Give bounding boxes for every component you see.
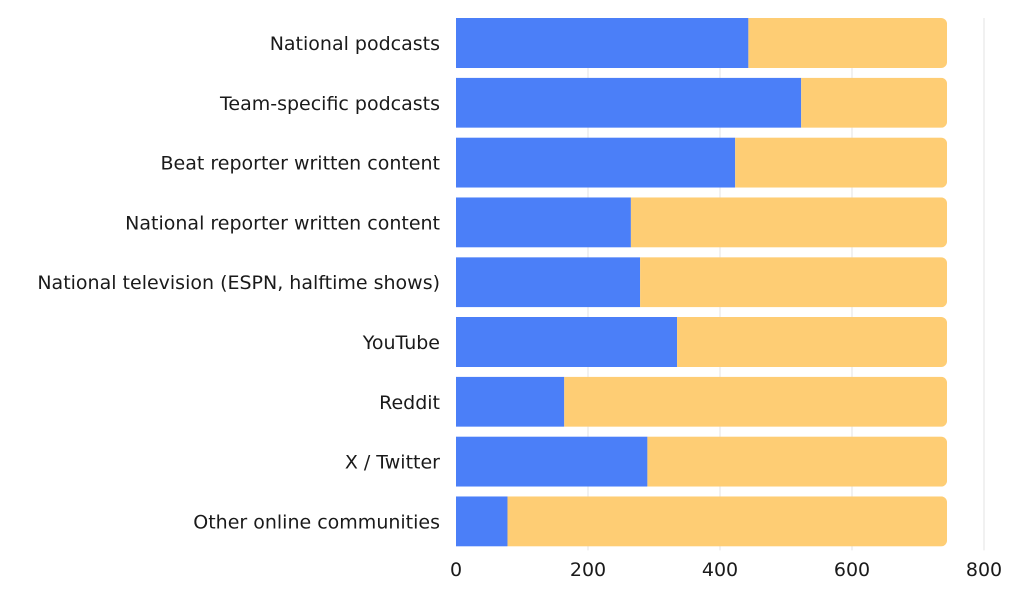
bar-segment-s0-8	[456, 496, 508, 547]
category-label-8: Other online communities	[193, 511, 440, 533]
x-tick-label-0: 0	[450, 559, 462, 581]
bar-segment-s1-7	[647, 436, 948, 487]
bar-row-2	[456, 137, 948, 188]
x-tick-label-200: 200	[570, 559, 606, 581]
bar-segment-s1-3	[630, 197, 948, 248]
bar-segment-s0-0	[456, 18, 749, 68]
bar-segment-s0-2	[456, 137, 736, 188]
x-axis-ticks: 0 200 400 600 800	[450, 559, 1002, 581]
category-label-1: Team-specific podcasts	[219, 93, 440, 115]
bar-row-0	[456, 18, 948, 68]
bar-segment-s1-8	[507, 496, 948, 547]
category-label-5: YouTube	[362, 332, 440, 354]
bar-segment-s1-4	[640, 257, 948, 308]
bar-row-3	[456, 197, 948, 248]
bar-segment-s0-3	[456, 197, 631, 248]
bar-segment-s0-6	[456, 376, 565, 427]
bar-segment-s1-1	[801, 77, 948, 128]
bar-row-6	[456, 376, 948, 427]
bar-segment-s1-6	[564, 376, 948, 427]
bar-segment-s1-0	[748, 18, 948, 68]
x-tick-label-400: 400	[702, 559, 738, 581]
bar-row-5	[456, 317, 948, 367]
bar-segment-s0-5	[456, 317, 678, 367]
bar-row-1	[456, 77, 948, 128]
category-label-7: X / Twitter	[345, 452, 440, 474]
bar-segment-s0-4	[456, 257, 641, 308]
bar-row-4	[456, 257, 948, 308]
category-label-6: Reddit	[379, 392, 440, 414]
x-tick-label-800: 800	[966, 559, 1002, 581]
category-label-0: National podcasts	[270, 33, 440, 55]
bars	[456, 18, 948, 547]
bar-segment-s1-5	[677, 317, 948, 367]
x-tick-label-600: 600	[834, 559, 870, 581]
bar-row-7	[456, 436, 948, 487]
category-label-2: Beat reporter written content	[161, 153, 440, 175]
bar-segment-s0-1	[456, 77, 802, 128]
bar-row-8	[456, 496, 948, 547]
category-label-4: National television (ESPN, halftime show…	[37, 272, 440, 294]
bar-segment-s1-2	[735, 137, 948, 188]
category-labels: National podcasts Team-specific podcasts B…	[37, 33, 440, 533]
category-label-3: National reporter written content	[125, 212, 440, 234]
bar-segment-s0-7	[456, 436, 648, 487]
